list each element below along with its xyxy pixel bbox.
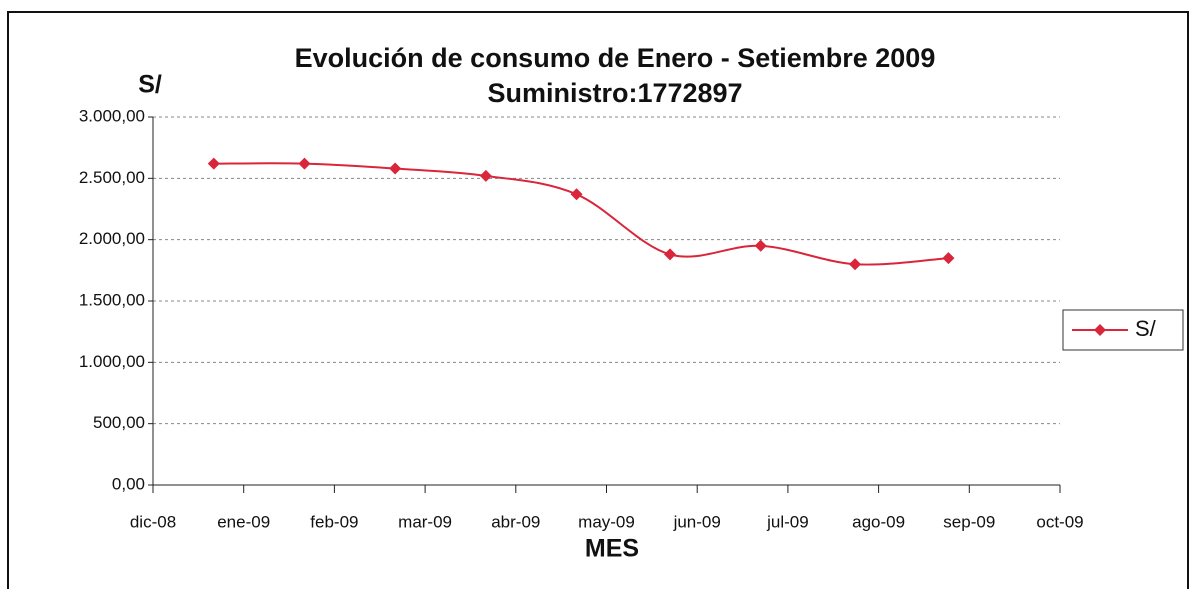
point (942, 252, 955, 265)
chart-title: Evolución de consumo de Enero - Setiembr… (295, 43, 936, 73)
x-axis-title: MES (585, 535, 639, 563)
chart-subtitle: Suministro:1772897 (487, 78, 742, 108)
x-tick-label: jul-09 (766, 512, 809, 531)
x-tick-label: ene-09 (217, 512, 270, 531)
x-tick-label: abr-09 (491, 512, 540, 531)
point (570, 188, 583, 201)
y-tick-label: 2.500,00 (79, 168, 145, 187)
x-tick-label: mar-09 (398, 512, 452, 531)
x-tick-label: jun-09 (673, 512, 721, 531)
x-tick-label: may-09 (578, 512, 635, 531)
point (663, 248, 676, 261)
point (479, 169, 492, 182)
y-tick-label: 0,00 (112, 474, 145, 493)
x-tick-label: sep-09 (943, 512, 995, 531)
point (754, 239, 767, 252)
x-tick-label: oct-09 (1036, 512, 1083, 531)
y-tick-label: 1.000,00 (79, 352, 145, 371)
point (389, 162, 402, 175)
point (207, 157, 220, 170)
legend-marker (1094, 324, 1106, 336)
point (849, 258, 862, 271)
y-tick-label: 1.500,00 (79, 290, 145, 309)
legend-label: S/ (1135, 316, 1157, 341)
x-tick-label: ago-09 (852, 512, 905, 531)
x-tick-label: dic-08 (130, 512, 176, 531)
chart-frame (7, 11, 1189, 589)
y-tick-label: 3.000,00 (79, 106, 145, 125)
x-tick-label: feb-09 (310, 512, 358, 531)
y-axis-title: S/ (138, 71, 162, 99)
y-tick-label: 2.000,00 (79, 229, 145, 248)
y-tick-label: 500,00 (93, 413, 145, 432)
point (298, 157, 311, 170)
